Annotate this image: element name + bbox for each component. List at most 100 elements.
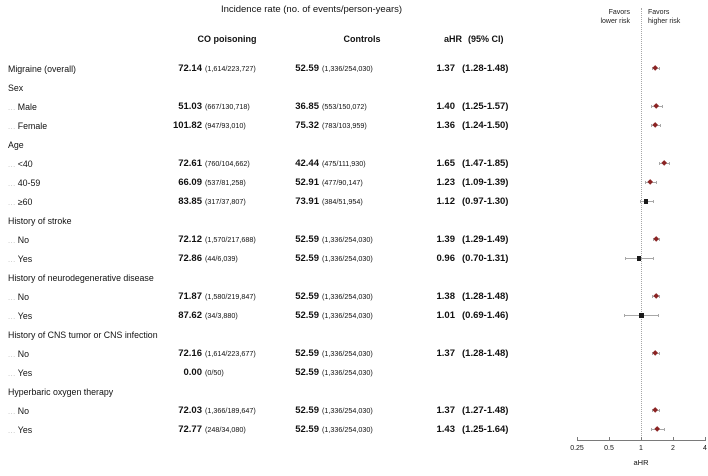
axis-tick bbox=[609, 437, 610, 441]
row-label: Age bbox=[8, 139, 24, 150]
controls-events-person-years: (1,336/254,030) bbox=[322, 64, 373, 73]
ci-whisker-cap bbox=[669, 162, 671, 165]
indent-dots: ... bbox=[8, 349, 16, 359]
ahr-value: 1.40 bbox=[436, 101, 456, 112]
co-rate-value: 0.00 bbox=[183, 367, 203, 378]
ahr-point-marker bbox=[652, 407, 659, 414]
controls-events-person-years: (1,336/254,030) bbox=[322, 368, 373, 377]
indent-dots: ... bbox=[8, 368, 16, 378]
row-label: ... ≥60 bbox=[8, 196, 33, 207]
forest-table-rows: Migraine (overall) 72.14 (1,614/223,727) 52… bbox=[0, 59, 562, 439]
row-label: ... Yes bbox=[8, 253, 33, 264]
row-label: History of neurodegenerative disease bbox=[8, 272, 154, 283]
axis-tick bbox=[705, 437, 706, 441]
group-row: History of neurodegenerative disease bbox=[0, 268, 562, 287]
co-rate-value: 72.03 bbox=[178, 405, 202, 416]
row-label: ... 40-59 bbox=[8, 177, 41, 188]
ahr-value: 1.38 bbox=[436, 291, 456, 302]
ci-whisker-cap bbox=[658, 162, 660, 165]
table-row: ... Male 51.03 (667/130,718) 36.85 (553/150,0… bbox=[0, 97, 562, 116]
ahr-point-marker bbox=[652, 293, 659, 300]
ci-whisker-cap bbox=[653, 200, 655, 203]
row-label: Hyperbaric oxygen therapy bbox=[8, 386, 114, 397]
controls-rate-value: 52.59 bbox=[295, 291, 319, 302]
ahr-value: 0.96 bbox=[436, 253, 456, 264]
ahr-point-marker bbox=[647, 179, 654, 186]
controls-rate-value: 52.59 bbox=[295, 310, 319, 321]
table-row: ... No 72.12 (1,570/217,688) 52.59 (1,336/254… bbox=[0, 230, 562, 249]
controls-events-person-years: (384/51,954) bbox=[322, 197, 363, 206]
ci-whisker-cap bbox=[650, 124, 652, 127]
co-rate-value: 71.87 bbox=[178, 291, 202, 302]
controls-events-person-years: (1,336/254,030) bbox=[322, 406, 373, 415]
co-rate-value: 51.03 bbox=[178, 101, 202, 112]
co-rate-value: 87.62 bbox=[178, 310, 202, 321]
controls-rate-value: 52.59 bbox=[295, 424, 319, 435]
row-label: ... <40 bbox=[8, 158, 33, 169]
co-events-person-years: (44/6,039) bbox=[205, 254, 238, 263]
row-label: ... Male bbox=[8, 101, 37, 112]
ci-whisker-cap bbox=[651, 105, 653, 108]
row-label: Migraine (overall) bbox=[8, 63, 76, 74]
controls-rate-value: 73.91 bbox=[295, 196, 319, 207]
indent-dots: ... bbox=[8, 159, 16, 169]
table-row: ... Yes 0.00 (0/50) 52.59 (1,336/254,030) bbox=[0, 363, 562, 382]
indent-dots: ... bbox=[8, 121, 16, 131]
table-row: ... No 71.87 (1,580/219,847) 52.59 (1,336/254… bbox=[0, 287, 562, 306]
row-label: ... No bbox=[8, 291, 30, 302]
table-row: Migraine (overall) 72.14 (1,614/223,727) 52… bbox=[0, 59, 562, 78]
axis-tick-label: 0.5 bbox=[604, 445, 614, 452]
ahr-value: 1.01 bbox=[436, 310, 456, 321]
controls-events-person-years: (553/150,072) bbox=[322, 102, 367, 111]
ci-whisker-cap bbox=[659, 124, 661, 127]
row-label: ... No bbox=[8, 348, 30, 359]
co-events-person-years: (1,614/223,677) bbox=[205, 349, 256, 358]
ci-whisker-cap bbox=[659, 67, 661, 70]
controls-events-person-years: (1,336/254,030) bbox=[322, 235, 373, 244]
co-events-person-years: (1,580/219,847) bbox=[205, 292, 256, 301]
ahr-value: 1.12 bbox=[436, 196, 456, 207]
group-row: History of stroke bbox=[0, 211, 562, 230]
co-rate-value: 72.12 bbox=[178, 234, 202, 245]
column-header-95ci: (95% CI) bbox=[468, 34, 504, 44]
ci-value: (0.97-1.30) bbox=[462, 196, 509, 207]
indent-dots: ... bbox=[8, 178, 16, 188]
indent-dots: ... bbox=[8, 254, 16, 264]
axis-tick bbox=[673, 437, 674, 441]
axis-tick-label: 2 bbox=[671, 445, 675, 452]
ci-whisker-cap bbox=[651, 428, 653, 431]
ci-whisker-cap bbox=[659, 409, 661, 412]
table-row: ... Yes 72.77 (248/34,080) 52.59 (1,336/254,0… bbox=[0, 420, 562, 439]
ci-whisker-cap bbox=[659, 352, 661, 355]
controls-rate-value: 52.59 bbox=[295, 234, 319, 245]
axis-tick-label: 4 bbox=[703, 445, 707, 452]
ci-whisker-cap bbox=[658, 314, 660, 317]
axis-tick-label: 0.25 bbox=[570, 445, 584, 452]
table-row: ... Yes 87.62 (34/3,880) 52.59 (1,336/254,030… bbox=[0, 306, 562, 325]
controls-events-person-years: (1,336/254,030) bbox=[322, 425, 373, 434]
ci-value: (0.69-1.46) bbox=[462, 310, 509, 321]
group-row: Age bbox=[0, 135, 562, 154]
ci-value: (1.28-1.48) bbox=[462, 291, 509, 302]
ci-value: (1.47-1.85) bbox=[462, 158, 509, 169]
favors-lower-risk-label: Favors lower risk bbox=[600, 9, 630, 26]
indent-dots: ... bbox=[8, 292, 16, 302]
co-rate-value: 72.86 bbox=[178, 253, 202, 264]
controls-rate-value: 52.59 bbox=[295, 253, 319, 264]
ci-whisker-cap bbox=[624, 257, 626, 260]
ahr-point-marker bbox=[644, 199, 649, 204]
favors-higher-risk-label: Favors higher risk bbox=[648, 9, 681, 26]
group-row: History of CNS tumor or CNS infection bbox=[0, 325, 562, 344]
ci-whisker-cap bbox=[659, 238, 661, 241]
axis-tick bbox=[641, 437, 642, 441]
co-rate-value: 72.14 bbox=[178, 63, 202, 74]
controls-events-person-years: (783/103,959) bbox=[322, 121, 367, 130]
ci-value: (1.09-1.39) bbox=[462, 177, 509, 188]
table-row: ... 40-59 66.09 (537/81,258) 52.91 (477/90,14… bbox=[0, 173, 562, 192]
ci-value: (1.29-1.49) bbox=[462, 234, 509, 245]
indent-dots: ... bbox=[8, 311, 16, 321]
x-axis-label: aHR bbox=[633, 458, 649, 467]
ahr-value: 1.37 bbox=[436, 348, 456, 359]
co-rate-value: 66.09 bbox=[178, 177, 202, 188]
co-rate-value: 101.82 bbox=[172, 120, 202, 131]
